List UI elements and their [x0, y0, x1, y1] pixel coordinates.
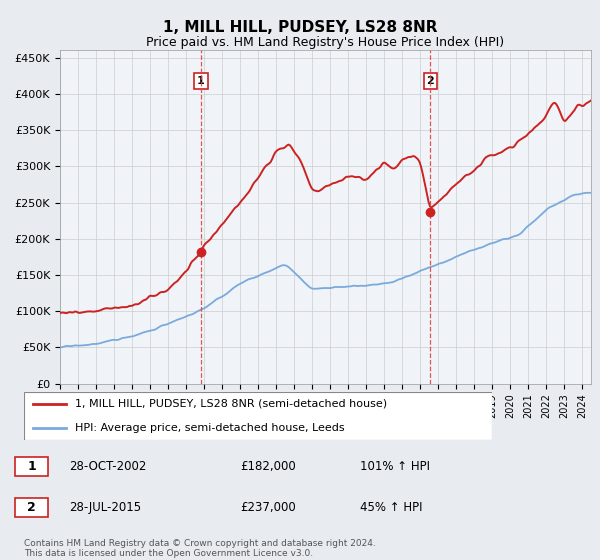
- Text: HPI: Average price, semi-detached house, Leeds: HPI: Average price, semi-detached house,…: [76, 423, 345, 433]
- Text: 28-JUL-2015: 28-JUL-2015: [69, 501, 141, 514]
- Text: Contains HM Land Registry data © Crown copyright and database right 2024.
This d: Contains HM Land Registry data © Crown c…: [24, 539, 376, 558]
- Text: 2: 2: [27, 501, 36, 514]
- Title: Price paid vs. HM Land Registry's House Price Index (HPI): Price paid vs. HM Land Registry's House …: [146, 36, 505, 49]
- Text: 45% ↑ HPI: 45% ↑ HPI: [360, 501, 422, 514]
- Text: 1, MILL HILL, PUDSEY, LS28 8NR (semi-detached house): 1, MILL HILL, PUDSEY, LS28 8NR (semi-det…: [76, 399, 388, 409]
- Text: 101% ↑ HPI: 101% ↑ HPI: [360, 460, 430, 473]
- Text: £237,000: £237,000: [240, 501, 296, 514]
- FancyBboxPatch shape: [15, 498, 48, 517]
- FancyBboxPatch shape: [24, 392, 492, 440]
- Text: £182,000: £182,000: [240, 460, 296, 473]
- Text: 28-OCT-2002: 28-OCT-2002: [69, 460, 146, 473]
- Text: 1: 1: [27, 460, 36, 473]
- Text: 1, MILL HILL, PUDSEY, LS28 8NR: 1, MILL HILL, PUDSEY, LS28 8NR: [163, 20, 437, 35]
- Text: 1: 1: [197, 76, 205, 86]
- Text: 2: 2: [427, 76, 434, 86]
- FancyBboxPatch shape: [15, 458, 48, 477]
